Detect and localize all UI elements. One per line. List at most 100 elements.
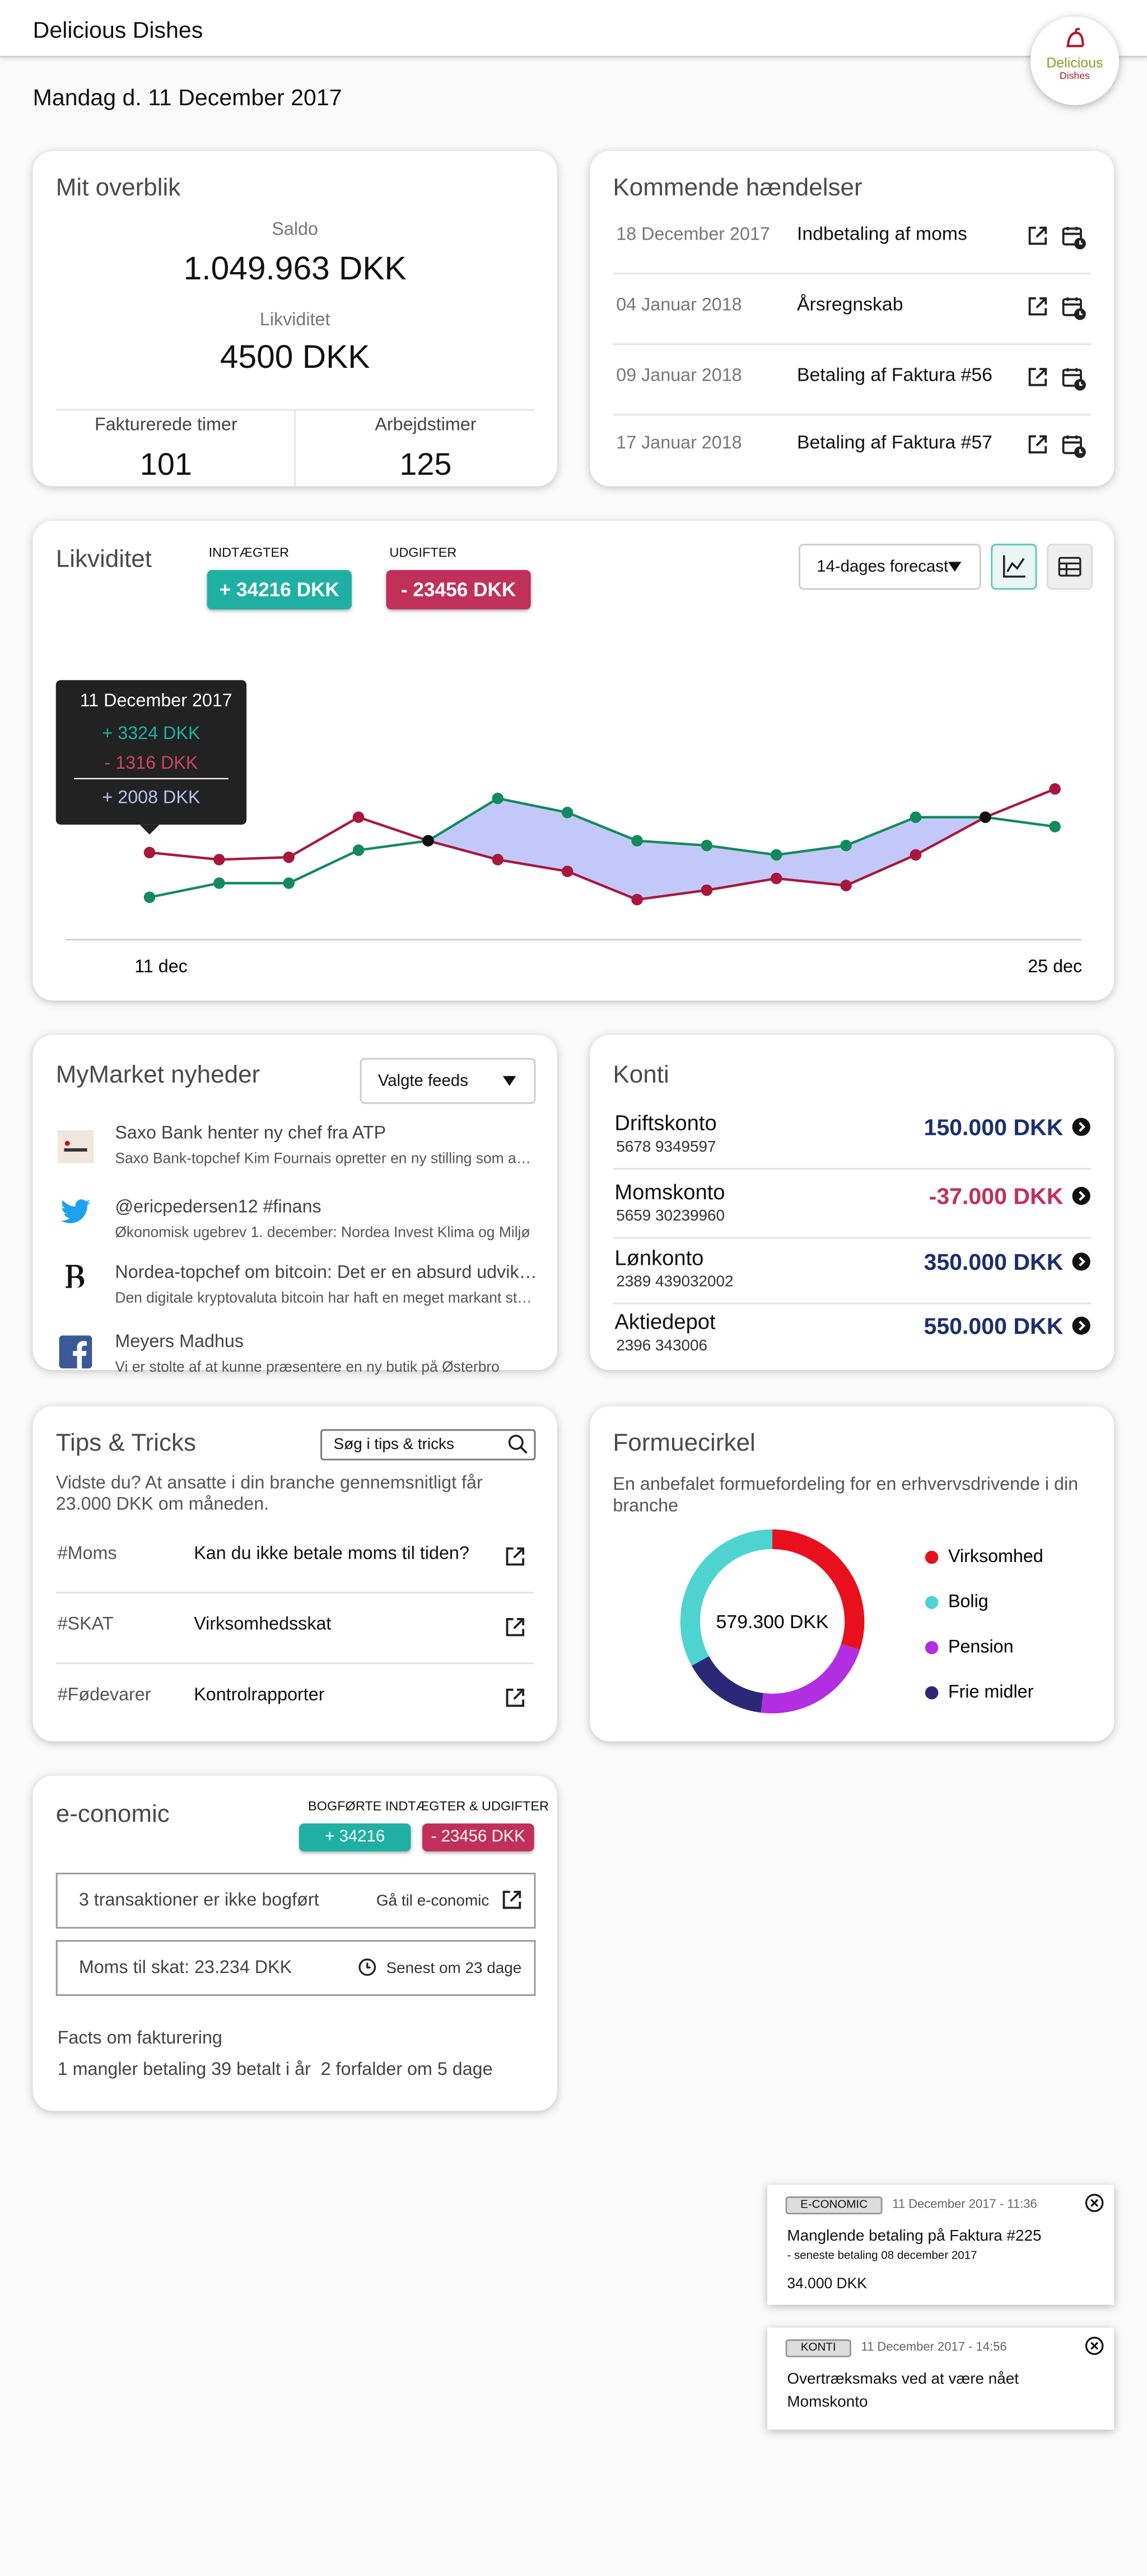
external-link-icon-glyph — [507, 1619, 524, 1635]
card-title: e-conomic — [55, 1800, 170, 1829]
data-point — [631, 894, 643, 906]
notification-time: 11 December 2017 - 11:36 — [892, 2196, 1037, 2212]
x-tick-label: 11 dec — [134, 956, 187, 976]
hours-worked-label: Arbejdstimer — [375, 415, 477, 436]
account-open-icon[interactable] — [1071, 1117, 1091, 1137]
data-point — [840, 880, 852, 891]
tip-tag: #SKAT — [57, 1615, 114, 1635]
logo-text: Delicious — [1046, 54, 1103, 71]
tooltip-income: + 3324 DKK — [102, 723, 200, 743]
account-open-icon[interactable] — [1071, 1252, 1091, 1271]
legend-swatch — [925, 1686, 939, 1700]
tooltip-arrow — [139, 824, 160, 835]
divider — [613, 1168, 1092, 1170]
external-link-icon[interactable] — [501, 1889, 523, 1910]
wealth-card — [590, 1406, 1115, 1742]
booked-expense: - 23456 DKK — [422, 1823, 534, 1852]
notification-detail: - seneste betaling 08 december 2017 — [787, 2250, 977, 2262]
news-title[interactable]: Nordea-topchef om bitcoin: Det er en abs… — [115, 1265, 539, 1283]
unbooked-text: 3 transaktioner er ikke bogført — [78, 1891, 319, 1911]
card-title: Likviditet — [55, 545, 152, 574]
brand-title: Delicious Dishes — [32, 16, 203, 43]
feed-select[interactable]: Valgte feeds — [360, 1058, 536, 1104]
tooltip: 11 December 2017 + 3324 DKK - 1316 DKK +… — [55, 680, 247, 835]
data-point — [770, 872, 782, 885]
tip-tag: #Fødevarer — [57, 1685, 151, 1705]
unbooked-box[interactable]: 3 transaktioner er ikke bogført Gå til e… — [55, 1872, 536, 1929]
account-number: 5678 9349597 — [616, 1138, 716, 1157]
hours-billed-value: 101 — [139, 448, 192, 483]
calendar-icon-glyph — [1064, 227, 1086, 249]
calendar-icon[interactable] — [1061, 366, 1086, 391]
event-date: 09 Januar 2018 — [616, 366, 742, 386]
saldo-label: Saldo — [272, 220, 318, 240]
tips-search[interactable]: Søg i tips & tricks — [320, 1429, 536, 1461]
forecast-select[interactable]: 14-dages forecast — [798, 544, 981, 590]
vat-text: Moms til skat: 23.234 DKK — [78, 1958, 292, 1978]
liquidity-chart: 11 dec 25 dec 11 December 2017 + 3324 DKK… — [55, 680, 1082, 976]
account-open-icon[interactable] — [1071, 1186, 1091, 1205]
tip-text[interactable]: Kan du ikke betale moms til tiden? — [194, 1544, 469, 1564]
account-open-icon-glyph — [1073, 1187, 1090, 1205]
current-date: Mandag d. 11 December 2017 — [32, 83, 342, 110]
close-button-glyph — [1086, 2195, 1102, 2211]
tip-text[interactable]: Kontrolrapporter — [194, 1685, 325, 1705]
news-title[interactable]: @ericpedersen12 #finans — [115, 1199, 321, 1218]
event-label: Betaling af Faktura #56 — [797, 366, 992, 386]
top-bar — [0, 0, 1147, 58]
external-link-icon[interactable] — [1027, 366, 1048, 387]
donut-segment — [680, 1529, 773, 1666]
card-title: Konti — [613, 1061, 669, 1090]
expense-badge: - 23456 DKK — [386, 570, 531, 610]
legend-swatch — [925, 1641, 939, 1654]
close-button[interactable] — [1085, 2193, 1104, 2213]
data-point — [352, 844, 365, 856]
divider — [613, 343, 1092, 345]
notification-tag: E-CONOMIC — [785, 2196, 883, 2215]
external-link-icon[interactable] — [1027, 296, 1048, 317]
calendar-icon[interactable] — [1061, 434, 1086, 459]
account-name: Momskonto — [614, 1179, 725, 1204]
account-amount: -37.000 DKK — [929, 1182, 1064, 1209]
divider — [613, 1302, 1092, 1305]
news-title[interactable]: Meyers Madhus — [115, 1334, 244, 1352]
external-link-icon[interactable] — [505, 1616, 526, 1638]
tip-text[interactable]: Virksomhedsskat — [194, 1615, 332, 1635]
donut-center-label: 579.300 DKK — [716, 1611, 829, 1633]
notification-detail: Momskonto — [787, 2393, 868, 2412]
saldo-value: 1.049.963 DKK — [183, 251, 407, 288]
account-amount: 350.000 DKK — [924, 1248, 1064, 1275]
table-view-button[interactable] — [1047, 544, 1093, 590]
chart-view-button[interactable] — [991, 544, 1037, 590]
facebook-icon — [59, 1335, 92, 1369]
data-point — [701, 884, 713, 896]
data-point — [770, 849, 782, 861]
wealth-donut: 579.300 DKK Virksomhed Bolig Pension Frie m… — [680, 1529, 1043, 1714]
income-label: INDTÆGTER — [208, 545, 290, 560]
account-open-icon-glyph — [1073, 1118, 1090, 1136]
legend-label: Virksomhed — [948, 1546, 1043, 1566]
account-name: Aktiedepot — [614, 1309, 716, 1334]
divider — [55, 1662, 534, 1665]
logo[interactable]: Delicious Dishes — [1030, 16, 1120, 105]
account-open-icon[interactable] — [1071, 1316, 1091, 1335]
account-number: 2389 439032002 — [616, 1273, 734, 1292]
external-link-icon[interactable] — [505, 1687, 526, 1708]
external-link-icon[interactable] — [1027, 225, 1048, 246]
card-title: Formuecirkel — [613, 1429, 756, 1457]
close-button[interactable] — [1085, 2336, 1104, 2355]
tips-card — [32, 1406, 557, 1742]
data-point — [980, 811, 991, 823]
calendar-icon[interactable] — [1061, 225, 1086, 250]
event-date: 04 Januar 2018 — [616, 296, 742, 316]
news-title[interactable]: Saxo Bank henter ny chef fra ATP — [115, 1125, 386, 1144]
goto-link[interactable]: Gå til e-conomic — [376, 1892, 489, 1911]
calendar-icon[interactable] — [1061, 296, 1086, 320]
data-point — [143, 891, 156, 903]
tooltip-date: 11 December 2017 — [80, 690, 232, 710]
external-link-icon[interactable] — [505, 1546, 526, 1567]
expense-label: UDGIFTER — [389, 545, 457, 560]
external-link-icon[interactable] — [1027, 434, 1048, 455]
income-badge: + 34216 DKK — [207, 570, 352, 610]
calendar-icon-glyph — [1064, 297, 1086, 320]
